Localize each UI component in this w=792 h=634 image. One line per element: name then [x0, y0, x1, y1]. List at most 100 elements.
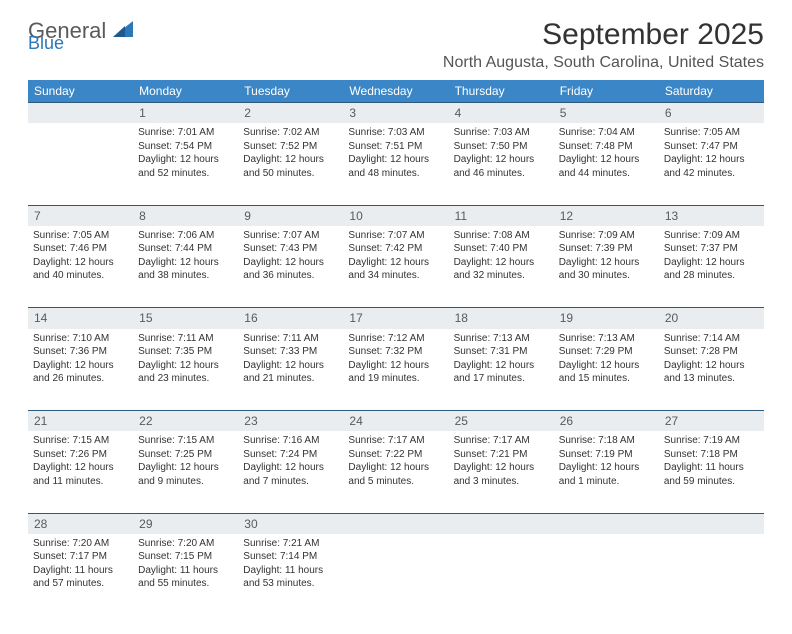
day-cell: Sunrise: 7:10 AMSunset: 7:36 PMDaylight:… — [28, 329, 133, 411]
day-number: 30 — [238, 513, 343, 534]
day-cell: Sunrise: 7:20 AMSunset: 7:17 PMDaylight:… — [28, 534, 133, 616]
location-text: North Augusta, South Carolina, United St… — [443, 54, 764, 72]
sunset-text: Sunset: 7:18 PM — [664, 448, 759, 462]
day1-text: Daylight: 12 hours — [348, 461, 443, 475]
sunset-text: Sunset: 7:15 PM — [138, 550, 233, 564]
day-cell: Sunrise: 7:03 AMSunset: 7:50 PMDaylight:… — [449, 123, 554, 205]
day-number — [554, 513, 659, 534]
sunrise-text: Sunrise: 7:15 AM — [33, 434, 128, 448]
day2-text: and 55 minutes. — [138, 577, 233, 591]
day-number: 24 — [343, 411, 448, 432]
day1-text: Daylight: 12 hours — [243, 153, 338, 167]
weekday-header: Wednesday — [343, 80, 448, 103]
sunrise-text: Sunrise: 7:06 AM — [138, 229, 233, 243]
day-number: 3 — [343, 103, 448, 124]
day-cell: Sunrise: 7:18 AMSunset: 7:19 PMDaylight:… — [554, 431, 659, 513]
day1-text: Daylight: 12 hours — [664, 153, 759, 167]
day2-text: and 5 minutes. — [348, 475, 443, 489]
sunset-text: Sunset: 7:44 PM — [138, 242, 233, 256]
day1-text: Daylight: 12 hours — [243, 461, 338, 475]
day-number — [449, 513, 554, 534]
day1-text: Daylight: 12 hours — [138, 256, 233, 270]
sunset-text: Sunset: 7:50 PM — [454, 140, 549, 154]
day1-text: Daylight: 12 hours — [559, 153, 654, 167]
day2-text: and 26 minutes. — [33, 372, 128, 386]
sunrise-text: Sunrise: 7:13 AM — [454, 332, 549, 346]
sunset-text: Sunset: 7:51 PM — [348, 140, 443, 154]
sunset-text: Sunset: 7:36 PM — [33, 345, 128, 359]
sunset-text: Sunset: 7:43 PM — [243, 242, 338, 256]
day-cell: Sunrise: 7:04 AMSunset: 7:48 PMDaylight:… — [554, 123, 659, 205]
sunset-text: Sunset: 7:32 PM — [348, 345, 443, 359]
day-cell — [554, 534, 659, 616]
day-cell: Sunrise: 7:11 AMSunset: 7:33 PMDaylight:… — [238, 329, 343, 411]
sunrise-text: Sunrise: 7:03 AM — [348, 126, 443, 140]
weekday-header: Monday — [133, 80, 238, 103]
calendar-table: Sunday Monday Tuesday Wednesday Thursday… — [28, 80, 764, 616]
day2-text: and 52 minutes. — [138, 167, 233, 181]
day-cell: Sunrise: 7:07 AMSunset: 7:43 PMDaylight:… — [238, 226, 343, 308]
day-number: 21 — [28, 411, 133, 432]
day-cell: Sunrise: 7:09 AMSunset: 7:37 PMDaylight:… — [659, 226, 764, 308]
day2-text: and 59 minutes. — [664, 475, 759, 489]
day1-text: Daylight: 12 hours — [454, 256, 549, 270]
day-cell: Sunrise: 7:12 AMSunset: 7:32 PMDaylight:… — [343, 329, 448, 411]
day1-text: Daylight: 11 hours — [664, 461, 759, 475]
day-cell: Sunrise: 7:09 AMSunset: 7:39 PMDaylight:… — [554, 226, 659, 308]
sunrise-text: Sunrise: 7:11 AM — [138, 332, 233, 346]
sunrise-text: Sunrise: 7:18 AM — [559, 434, 654, 448]
day2-text: and 34 minutes. — [348, 269, 443, 283]
day-number: 13 — [659, 205, 764, 226]
sunset-text: Sunset: 7:28 PM — [664, 345, 759, 359]
sunset-text: Sunset: 7:46 PM — [33, 242, 128, 256]
sunrise-text: Sunrise: 7:17 AM — [348, 434, 443, 448]
sunset-text: Sunset: 7:19 PM — [559, 448, 654, 462]
sunrise-text: Sunrise: 7:12 AM — [348, 332, 443, 346]
day2-text: and 36 minutes. — [243, 269, 338, 283]
day-number: 8 — [133, 205, 238, 226]
day-number: 25 — [449, 411, 554, 432]
sunrise-text: Sunrise: 7:01 AM — [138, 126, 233, 140]
weekday-header: Friday — [554, 80, 659, 103]
sunrise-text: Sunrise: 7:07 AM — [243, 229, 338, 243]
day-content-row: Sunrise: 7:10 AMSunset: 7:36 PMDaylight:… — [28, 329, 764, 411]
brand-sail-icon — [111, 19, 135, 44]
sunset-text: Sunset: 7:47 PM — [664, 140, 759, 154]
day-cell: Sunrise: 7:02 AMSunset: 7:52 PMDaylight:… — [238, 123, 343, 205]
day-cell: Sunrise: 7:11 AMSunset: 7:35 PMDaylight:… — [133, 329, 238, 411]
day-content-row: Sunrise: 7:20 AMSunset: 7:17 PMDaylight:… — [28, 534, 764, 616]
day2-text: and 30 minutes. — [559, 269, 654, 283]
day1-text: Daylight: 11 hours — [243, 564, 338, 578]
sunrise-text: Sunrise: 7:03 AM — [454, 126, 549, 140]
sunrise-text: Sunrise: 7:20 AM — [33, 537, 128, 551]
brand-logo: General Blue — [28, 18, 135, 44]
day-cell: Sunrise: 7:01 AMSunset: 7:54 PMDaylight:… — [133, 123, 238, 205]
day-cell — [659, 534, 764, 616]
day-number: 12 — [554, 205, 659, 226]
day-number: 22 — [133, 411, 238, 432]
day-content-row: Sunrise: 7:01 AMSunset: 7:54 PMDaylight:… — [28, 123, 764, 205]
sunrise-text: Sunrise: 7:14 AM — [664, 332, 759, 346]
sunrise-text: Sunrise: 7:07 AM — [348, 229, 443, 243]
day2-text: and 17 minutes. — [454, 372, 549, 386]
day-number — [343, 513, 448, 534]
weekday-header: Thursday — [449, 80, 554, 103]
day-number: 19 — [554, 308, 659, 329]
day2-text: and 7 minutes. — [243, 475, 338, 489]
sunrise-text: Sunrise: 7:09 AM — [559, 229, 654, 243]
day-cell: Sunrise: 7:13 AMSunset: 7:31 PMDaylight:… — [449, 329, 554, 411]
brand-text-2: Blue — [28, 33, 64, 53]
day1-text: Daylight: 12 hours — [243, 256, 338, 270]
day2-text: and 50 minutes. — [243, 167, 338, 181]
day1-text: Daylight: 12 hours — [348, 359, 443, 373]
day-number-row: 123456 — [28, 103, 764, 124]
sunrise-text: Sunrise: 7:02 AM — [243, 126, 338, 140]
day2-text: and 23 minutes. — [138, 372, 233, 386]
sunrise-text: Sunrise: 7:13 AM — [559, 332, 654, 346]
day2-text: and 53 minutes. — [243, 577, 338, 591]
day1-text: Daylight: 12 hours — [454, 359, 549, 373]
day1-text: Daylight: 12 hours — [559, 461, 654, 475]
sunrise-text: Sunrise: 7:05 AM — [664, 126, 759, 140]
day1-text: Daylight: 12 hours — [664, 256, 759, 270]
day-cell: Sunrise: 7:08 AMSunset: 7:40 PMDaylight:… — [449, 226, 554, 308]
